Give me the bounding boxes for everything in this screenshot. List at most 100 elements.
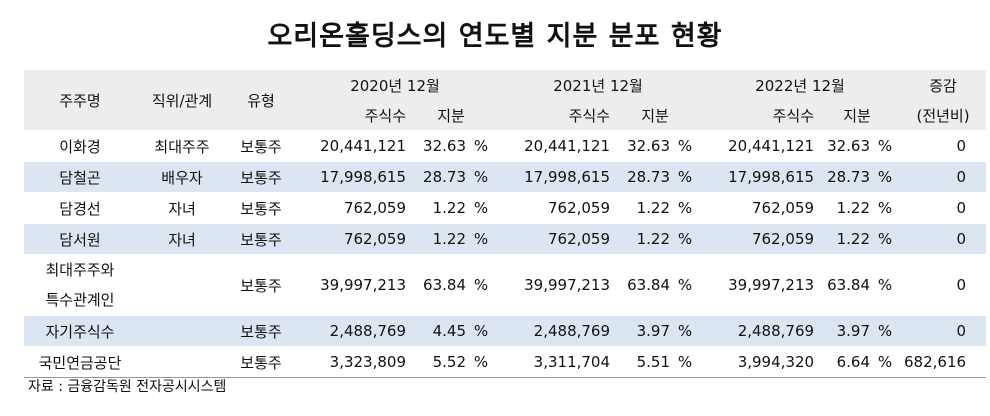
source-note: 자료 : 금융감독원 전자공시시스템 — [28, 379, 227, 395]
percent-sign: % — [466, 346, 497, 378]
table-row: 담서원 자녀 보통주 762,059 1.22 % 762,059 1.22 %… — [24, 223, 987, 255]
header-row-1: 주주명 직위/관계 유형 2020년 12월 2021년 12월 2022년 1… — [24, 70, 987, 131]
stake-2022: 32.63 — [814, 130, 871, 162]
percent-sign: % — [870, 223, 901, 255]
stake-2021: 5.51 — [610, 346, 671, 378]
share-type: 보통주 — [228, 130, 294, 162]
stake-2020: 63.84 — [406, 254, 466, 316]
shareholding-table: 주주명 직위/관계 유형 2020년 12월 2021년 12월 2022년 1… — [24, 70, 987, 378]
percent-sign: % — [670, 223, 701, 255]
holder-name: 담서원 — [24, 223, 136, 255]
stake-2022: 6.64 — [814, 346, 871, 378]
stake-2022: 1.22 — [814, 192, 871, 224]
change-value: 0 — [900, 254, 987, 316]
table-row: 최대주주와 특수관계인 보통주 39,997,213 63.84 % 39,99… — [24, 254, 987, 316]
percent-sign: % — [870, 130, 901, 162]
holder-relation: 자녀 — [136, 192, 228, 224]
table-row: 담경선 자녀 보통주 762,059 1.22 % 762,059 1.22 %… — [24, 192, 987, 224]
shares-2022: 20,441,121 — [700, 130, 815, 162]
holder-relation — [136, 315, 228, 347]
header-relation: 직위/관계 — [136, 70, 228, 131]
holder-relation: 자녀 — [136, 223, 228, 255]
holder-relation: 배우자 — [136, 161, 228, 193]
percent-sign: % — [466, 254, 497, 316]
page-title: 오리온홀딩스의 연도별 지분 분포 현황 — [267, 21, 723, 52]
stake-2021: 28.73 — [610, 161, 671, 193]
header-shares-2020: 주식수 — [294, 100, 406, 131]
stake-2020: 1.22 — [406, 192, 466, 224]
header-stake-2021: 지분 — [610, 100, 701, 131]
shares-2020: 39,997,213 — [294, 254, 406, 316]
stake-2022: 63.84 — [814, 254, 871, 316]
share-type: 보통주 — [228, 192, 294, 224]
share-type: 보통주 — [228, 346, 294, 378]
header-type: 유형 — [228, 70, 294, 131]
holder-name: 자기주식수 — [24, 315, 136, 347]
percent-sign: % — [870, 346, 901, 378]
change-value: 0 — [900, 223, 987, 255]
stake-2021: 1.22 — [610, 223, 671, 255]
holder-name-line-2: 특수관계인 — [45, 291, 115, 309]
change-value: 0 — [900, 192, 987, 224]
shares-2021: 762,059 — [496, 192, 611, 224]
shares-2020: 762,059 — [294, 223, 406, 255]
stake-2021: 3.97 — [610, 315, 671, 347]
percent-sign: % — [466, 130, 497, 162]
table-row: 자기주식수 보통주 2,488,769 4.45 % 2,488,769 3.9… — [24, 315, 987, 347]
percent-sign: % — [670, 346, 701, 378]
stake-2020: 4.45 — [406, 315, 466, 347]
shares-2021: 762,059 — [496, 223, 611, 255]
table-row: 국민연금공단 보통주 3,323,809 5.52 % 3,311,704 5.… — [24, 346, 987, 378]
holder-name: 담철곤 — [24, 161, 136, 193]
shares-2021: 2,488,769 — [496, 315, 611, 347]
change-value: 0 — [900, 161, 987, 193]
change-value: 0 — [900, 315, 987, 347]
change-value: 0 — [900, 130, 987, 162]
table-row: 이화경 최대주주 보통주 20,441,121 32.63 % 20,441,1… — [24, 130, 987, 162]
shares-2022: 762,059 — [700, 223, 815, 255]
stake-2022: 28.73 — [814, 161, 871, 193]
holder-name: 이화경 — [24, 130, 136, 162]
percent-sign: % — [466, 223, 497, 255]
holder-name: 최대주주와 특수관계인 — [24, 254, 136, 316]
header-change-sub: (전년비) — [900, 100, 987, 131]
percent-sign: % — [870, 315, 901, 347]
stake-2020: 28.73 — [406, 161, 466, 193]
shares-2020: 762,059 — [294, 192, 406, 224]
stake-2021: 1.22 — [610, 192, 671, 224]
percent-sign: % — [670, 254, 701, 316]
holder-name-line-1: 최대주주와 — [45, 261, 115, 279]
holder-relation — [136, 254, 228, 316]
holder-name: 담경선 — [24, 192, 136, 224]
percent-sign: % — [466, 315, 497, 347]
share-type: 보통주 — [228, 223, 294, 255]
percent-sign: % — [870, 161, 901, 193]
stake-2021: 63.84 — [610, 254, 671, 316]
shares-2021: 3,311,704 — [496, 346, 611, 378]
holder-relation — [136, 346, 228, 378]
header-2020: 2020년 12월 — [294, 70, 497, 100]
share-type: 보통주 — [228, 315, 294, 347]
shares-2022: 2,488,769 — [700, 315, 815, 347]
shares-2021: 17,998,615 — [496, 161, 611, 193]
change-value: 682,616 — [900, 346, 987, 378]
shares-2021: 39,997,213 — [496, 254, 611, 316]
holder-relation: 최대주주 — [136, 130, 228, 162]
stake-2020: 1.22 — [406, 223, 466, 255]
holder-name: 국민연금공단 — [24, 346, 136, 378]
shares-2020: 2,488,769 — [294, 315, 406, 347]
stake-2022: 3.97 — [814, 315, 871, 347]
shares-2021: 20,441,121 — [496, 130, 611, 162]
stake-2021: 32.63 — [610, 130, 671, 162]
shares-2022: 3,994,320 — [700, 346, 815, 378]
share-type: 보통주 — [228, 161, 294, 193]
percent-sign: % — [466, 192, 497, 224]
shares-2022: 39,997,213 — [700, 254, 815, 316]
stake-2020: 32.63 — [406, 130, 466, 162]
header-stake-2022: 지분 — [814, 100, 901, 131]
header-shares-2022: 주식수 — [700, 100, 815, 131]
shares-2022: 17,998,615 — [700, 161, 815, 193]
percent-sign: % — [670, 130, 701, 162]
header-shares-2021: 주식수 — [496, 100, 611, 131]
header-2022: 2022년 12월 — [700, 70, 901, 100]
